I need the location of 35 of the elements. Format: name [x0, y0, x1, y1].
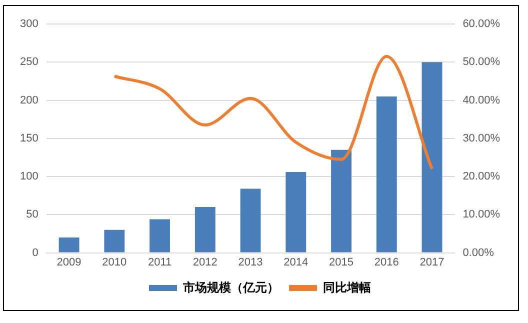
bar [150, 219, 170, 252]
x-tick-label: 2017 [420, 256, 444, 268]
y-tick-label: 50 [26, 208, 38, 221]
legend-label: 市场规模（亿元） [182, 280, 279, 294]
x-tick-label: 2012 [192, 256, 218, 268]
bar [376, 96, 397, 252]
x-tick-label: 2014 [284, 256, 308, 268]
bar [104, 230, 125, 252]
y-tick-label: 200 [20, 94, 38, 106]
y2-tick-label: 10.00% [462, 208, 500, 221]
legend-label: 同比增幅 [323, 280, 371, 294]
y-tick-label: 0 [32, 246, 38, 259]
bar [58, 238, 80, 252]
bar [422, 62, 442, 252]
y2-tick-label: 30.00% [462, 132, 500, 144]
y-tick-label: 300 [20, 18, 38, 30]
x-tick-label: 2013 [238, 256, 263, 268]
x-tick-label: 2016 [374, 256, 399, 268]
y2-tick-label: 40.00% [462, 94, 500, 106]
y2-tick-label: 0.00% [462, 246, 494, 259]
y2-tick-label: 60.00% [462, 18, 500, 30]
bar [331, 150, 352, 252]
y2-tick-label: 50.00% [462, 56, 500, 68]
x-tick-label: 2010 [102, 256, 127, 268]
y-tick-label: 100 [20, 170, 38, 183]
line-series [112, 54, 434, 170]
y2-tick-label: 20.00% [462, 170, 500, 183]
x-tick-label: 2015 [329, 256, 354, 268]
y-tick-label: 250 [20, 56, 38, 68]
bar [286, 172, 306, 252]
bar [240, 188, 261, 252]
x-tick-label: 2009 [56, 256, 82, 268]
bar [194, 207, 216, 252]
y-tick-label: 150 [20, 132, 38, 144]
x-tick-label: 2011 [148, 256, 172, 268]
